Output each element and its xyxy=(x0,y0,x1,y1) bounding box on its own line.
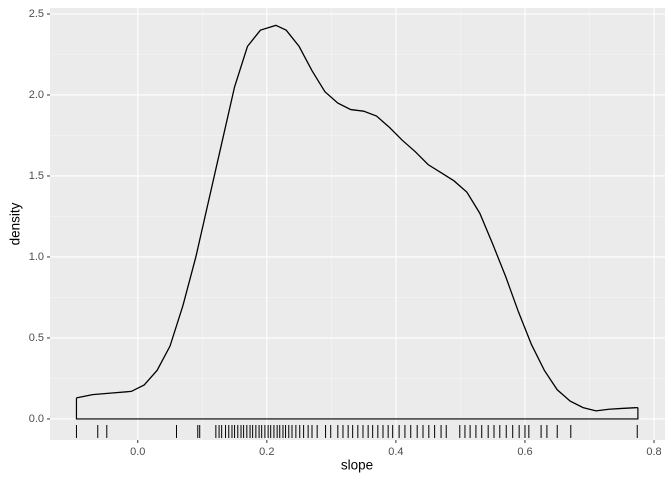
x-tick-label: 0.2 xyxy=(259,446,274,458)
y-tick-label: 1.0 xyxy=(29,251,44,263)
y-tick-label: 0.5 xyxy=(29,332,44,344)
x-tick-label: 0.4 xyxy=(388,446,403,458)
x-tick-label: 0.6 xyxy=(517,446,532,458)
y-tick-label: 2.0 xyxy=(29,89,44,101)
x-tick-label: 0.8 xyxy=(646,446,661,458)
x-axis-title: slope xyxy=(341,458,373,473)
y-axis-title: density xyxy=(8,202,23,245)
y-tick-label: 2.5 xyxy=(29,8,44,20)
x-tick-label: 0.0 xyxy=(130,446,145,458)
density-base xyxy=(75,397,639,420)
panel xyxy=(50,8,665,440)
y-tick-label: 0.0 xyxy=(29,413,44,425)
marks xyxy=(75,24,639,438)
density-curve xyxy=(76,24,638,412)
grid xyxy=(50,8,665,440)
y-tick-label: 1.5 xyxy=(29,170,44,182)
